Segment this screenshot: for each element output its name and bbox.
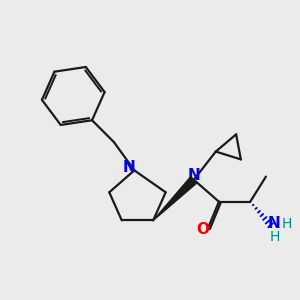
Text: N: N	[188, 169, 200, 184]
Polygon shape	[153, 177, 197, 220]
Text: N: N	[268, 216, 281, 231]
Text: N: N	[122, 160, 135, 175]
Text: H: H	[282, 217, 292, 231]
Text: H: H	[270, 230, 280, 244]
Text: O: O	[196, 222, 209, 237]
